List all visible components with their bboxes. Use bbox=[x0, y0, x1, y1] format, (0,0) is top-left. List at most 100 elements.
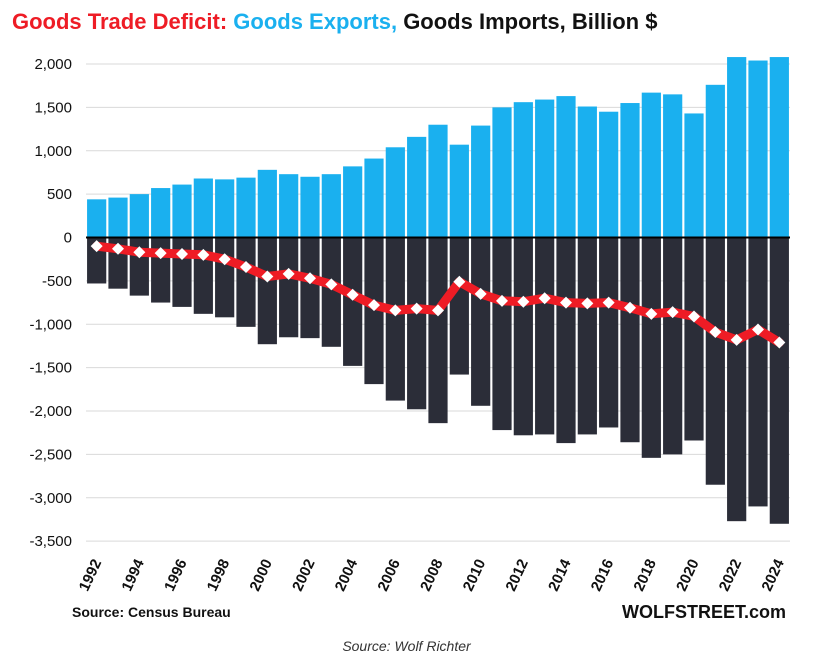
deficit-marker bbox=[90, 240, 103, 253]
y-tick-label: -3,000 bbox=[29, 490, 72, 507]
deficit-marker bbox=[389, 304, 402, 317]
import-bar bbox=[343, 237, 363, 366]
import-bar bbox=[321, 237, 341, 347]
deficit-marker bbox=[154, 247, 167, 260]
import-bar bbox=[769, 237, 789, 524]
x-tick-label: 2020 bbox=[673, 557, 703, 594]
export-bar bbox=[620, 103, 640, 238]
export-bar bbox=[407, 136, 427, 238]
import-bar bbox=[236, 237, 256, 327]
deficit-marker bbox=[197, 248, 210, 261]
import-bar bbox=[684, 237, 704, 441]
export-bar bbox=[727, 57, 747, 238]
deficit-marker bbox=[176, 247, 188, 260]
x-tick-label: 2018 bbox=[630, 557, 660, 594]
deficit-marker bbox=[730, 333, 743, 346]
x-tick-label: 1992 bbox=[76, 557, 106, 594]
import-bar bbox=[492, 237, 512, 431]
deficit-marker bbox=[304, 272, 316, 285]
import-bar bbox=[471, 237, 491, 406]
x-tick-label: 2024 bbox=[758, 556, 788, 594]
x-tick-label: 1996 bbox=[161, 557, 191, 594]
y-tick-label: 0 bbox=[64, 230, 72, 247]
import-bar bbox=[663, 237, 683, 455]
deficit-marker bbox=[773, 336, 786, 349]
import-bar bbox=[705, 237, 725, 485]
y-tick-label: 1,500 bbox=[34, 99, 72, 116]
import-bar bbox=[385, 237, 405, 401]
export-bar bbox=[172, 184, 192, 238]
export-bar bbox=[535, 99, 555, 238]
import-bar bbox=[599, 237, 619, 428]
export-bar bbox=[87, 199, 107, 238]
import-bar bbox=[428, 237, 448, 424]
export-bar bbox=[748, 60, 768, 238]
x-tick-label: 1998 bbox=[204, 557, 234, 594]
import-bar bbox=[449, 237, 469, 375]
deficit-marker bbox=[261, 270, 274, 283]
export-bar bbox=[577, 106, 597, 238]
deficit-marker bbox=[410, 302, 423, 315]
deficit-marker bbox=[560, 296, 572, 309]
y-tick-label: 2,000 bbox=[34, 56, 72, 73]
deficit-marker bbox=[581, 297, 594, 310]
chart-title: Goods Trade Deficit: Goods Exports, Good… bbox=[12, 9, 657, 34]
export-bar bbox=[257, 169, 277, 238]
export-bar bbox=[684, 113, 704, 238]
import-bar bbox=[279, 237, 299, 338]
title-deficit: Goods Trade Deficit: bbox=[12, 9, 233, 34]
y-tick-label: -2,000 bbox=[29, 403, 72, 420]
export-bar bbox=[769, 57, 789, 238]
export-bar bbox=[428, 124, 448, 238]
y-tick-label: -3,500 bbox=[29, 533, 72, 550]
import-bar bbox=[407, 237, 427, 410]
y-tick-label: -2,500 bbox=[29, 446, 72, 463]
export-bar bbox=[215, 179, 235, 238]
title-exports: Goods Exports, bbox=[233, 9, 403, 34]
import-bar bbox=[748, 237, 768, 507]
deficit-marker bbox=[133, 246, 146, 259]
export-bar bbox=[151, 188, 171, 238]
x-tick-label: 2010 bbox=[460, 557, 490, 594]
deficit-marker bbox=[517, 295, 530, 308]
export-bar bbox=[108, 197, 128, 238]
export-bar bbox=[513, 102, 533, 238]
deficit-marker bbox=[368, 299, 380, 312]
export-bar bbox=[129, 194, 149, 238]
x-axis: 1992 1994 1996 1998 2000 2002 2004 2006 2008 2010… bbox=[76, 556, 788, 594]
import-bar bbox=[129, 237, 149, 296]
import-bar bbox=[535, 237, 555, 435]
import-bar bbox=[727, 237, 747, 522]
y-axis: 2,000 1,500 1,000 500 0 -500 -1,000 -1,500 -2,00… bbox=[29, 56, 72, 550]
brand-label: WOLFSTREET.com bbox=[622, 602, 786, 622]
import-bar bbox=[172, 237, 192, 307]
deficit-marker bbox=[496, 294, 508, 307]
x-tick-label: 2022 bbox=[716, 557, 746, 594]
export-bar bbox=[321, 174, 341, 238]
deficit-line bbox=[90, 240, 786, 349]
x-tick-label: 2004 bbox=[332, 556, 362, 594]
import-bar bbox=[556, 237, 576, 444]
export-bar bbox=[449, 144, 469, 238]
deficit-marker bbox=[218, 253, 231, 266]
export-bar bbox=[300, 176, 320, 238]
deficit-marker bbox=[624, 301, 636, 314]
x-tick-label: 2006 bbox=[374, 557, 404, 594]
x-tick-label: 2002 bbox=[289, 557, 319, 594]
export-bar bbox=[492, 107, 512, 238]
deficit-marker bbox=[645, 307, 658, 320]
deficit-marker bbox=[538, 292, 551, 305]
x-tick-label: 2012 bbox=[502, 557, 532, 594]
export-bar bbox=[343, 166, 363, 238]
exports-bars bbox=[87, 57, 789, 238]
export-bar bbox=[599, 111, 619, 238]
import-bar bbox=[215, 237, 235, 318]
deficit-marker bbox=[752, 323, 764, 336]
export-bar bbox=[641, 92, 661, 238]
x-tick-label: 1994 bbox=[118, 556, 148, 594]
deficit-marker bbox=[346, 288, 359, 301]
import-bar bbox=[641, 237, 661, 458]
x-tick-label: 2000 bbox=[246, 557, 276, 594]
export-bar bbox=[663, 94, 683, 238]
